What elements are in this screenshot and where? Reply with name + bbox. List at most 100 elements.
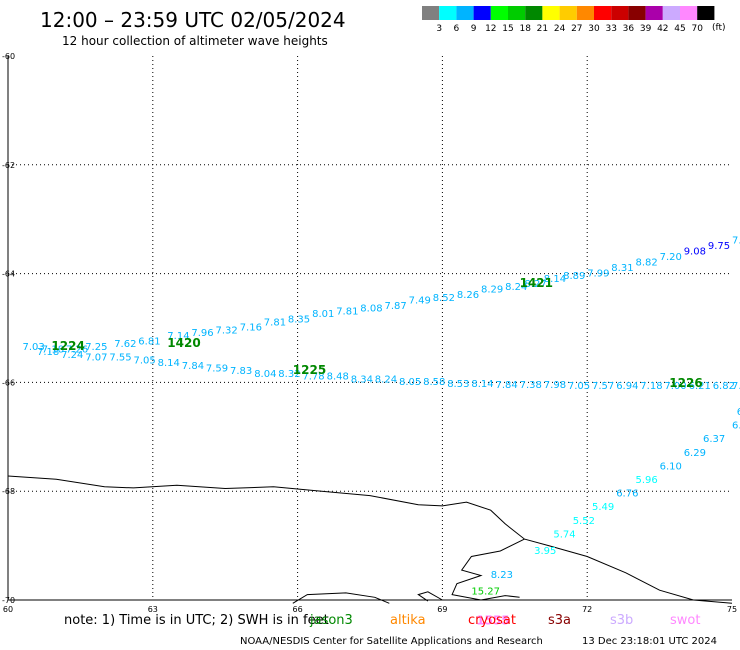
wave-height-value: 5.52	[573, 516, 595, 527]
wave-height-value: 8.08	[360, 304, 382, 315]
legend-label: 24	[554, 24, 566, 34]
wave-height-value: 8.34	[351, 374, 373, 385]
axis-ticks: 60 63 66 69 72 75 -60 -62 -64 -66 -68 -70	[2, 52, 737, 614]
lon-tick-label: 60	[3, 605, 13, 614]
wave-height-value: 8.31	[611, 263, 633, 274]
legend-label: 18	[519, 24, 531, 34]
legend-label: 30	[588, 24, 600, 34]
wave-height-value: 6	[737, 407, 740, 418]
wave-height-value: 7.83	[230, 366, 252, 377]
wave-height-value: 8.29	[481, 285, 503, 296]
legend-unit: (ft)	[712, 23, 726, 33]
legend-swatch	[576, 6, 594, 20]
wave-height-value: 6.76	[616, 489, 638, 500]
legend-swatch	[508, 6, 526, 20]
wave-height-value: 8.01	[312, 309, 334, 320]
wave-height-value: 7.84	[496, 380, 518, 391]
wave-height-value: 15.27	[471, 587, 500, 598]
wave-height-value: 7.99	[587, 268, 609, 279]
map-panel: 60 63 66 69 72 75-60-62-64-66-68-70 7.037.18 7…	[2, 52, 740, 628]
legend-swatch	[559, 6, 577, 20]
wave-height-value: 8.53	[447, 379, 469, 390]
pass-time-label: 1555	[476, 614, 509, 628]
wave-height-value: 7.62	[114, 339, 136, 350]
antarctic-coastline	[7, 475, 733, 604]
satellite-name-s3a: s3a	[548, 613, 571, 628]
lat-tick-label: -68	[2, 487, 15, 496]
wave-height-value: 3.95	[534, 546, 556, 557]
wave-height-value: 8.89	[563, 271, 585, 282]
legend-label: 9	[471, 24, 477, 34]
lon-tick-label: 72	[582, 605, 592, 614]
wave-height-value: 7.26	[66, 345, 88, 356]
wave-height-value: 6.94	[616, 381, 638, 392]
legend-swatch	[473, 6, 491, 20]
legend-label: 6	[454, 24, 460, 34]
satellite-name-s3b: s3b	[610, 613, 633, 628]
satellite-name-cryosat: cryosat	[468, 613, 516, 628]
legend-label: 21	[537, 24, 548, 34]
wave-height-value: 7.00	[664, 381, 686, 392]
wave-height-value: 7.57	[592, 381, 614, 392]
legend-swatch	[697, 6, 715, 20]
wave-height-value: 7.14	[167, 331, 189, 342]
pass-time-label: 1225	[293, 363, 326, 377]
satellite-name-jason3: jason3	[309, 613, 353, 628]
wave-height-value: 7.59	[206, 364, 228, 375]
wave-height-value: 8.82	[636, 257, 658, 268]
wave-height-value: 7.38	[520, 380, 542, 391]
legend-label: 39	[640, 24, 652, 34]
wave-height-value: 8.48	[327, 372, 349, 383]
wave-height-value: 6.29	[684, 448, 706, 459]
legend-swatch	[645, 6, 663, 20]
pass-time-label: 1226	[669, 376, 702, 390]
wave-height-value: 8.04	[254, 369, 276, 380]
legend-swatch	[542, 6, 560, 20]
wave-height-value: 8.14	[471, 379, 493, 390]
pass-time-label: 1421	[520, 276, 553, 290]
coast-arc	[292, 592, 390, 604]
legend-swatch	[662, 6, 680, 20]
wave-height-value: 8.27	[525, 279, 547, 290]
wave-height-value: 6.21	[689, 381, 711, 392]
timestamp-text: 13 Dec 23:18:01 UTC 2024	[582, 636, 717, 647]
lat-tick-label: -70	[2, 596, 15, 605]
wave-height-value: 8.52	[433, 293, 455, 304]
legend-swatch	[490, 6, 508, 20]
wave-height-value: 7.25	[85, 342, 107, 353]
wave-height-value: 8.32	[278, 369, 300, 380]
wave-height-value: 7.81	[264, 317, 286, 328]
wave-height-value: 7.16	[240, 323, 262, 334]
lon-tick-label: 66	[293, 605, 303, 614]
legend-swatch	[611, 6, 629, 20]
wave-height-value: 8.14	[544, 274, 566, 285]
legend-label: 42	[657, 24, 668, 34]
units-note: note: 1) Time is in UTC; 2) SWH is in fe…	[64, 613, 329, 628]
lat-tick-label: -66	[2, 378, 15, 387]
pass-time-label: 1420	[167, 336, 200, 350]
legend-label: 36	[623, 24, 635, 34]
wave-height-value: 8.23	[491, 570, 513, 581]
wave-height-value: 8.24	[505, 282, 527, 293]
wave-height-value: 7.18	[640, 381, 662, 392]
wave-height-value: 7.18	[42, 345, 64, 356]
wave-height-value: 8.35	[288, 315, 310, 326]
legend-swatch	[628, 6, 646, 20]
lat-tick-label: -64	[2, 270, 15, 279]
legend-swatch	[594, 6, 612, 20]
wave-height-value: 9.75	[708, 241, 730, 252]
wave-height-value: 6.81	[138, 336, 160, 347]
legend-label: 12	[485, 24, 496, 34]
observations: 7.037.18 7.267.25 7.62 6.81 7.14 7.96 7.32 7.16…	[23, 236, 740, 598]
legend-label: 33	[605, 24, 616, 34]
graticule	[8, 56, 732, 600]
wave-height-value: 7.55	[109, 353, 131, 364]
wave-height-value: 8.05	[399, 377, 421, 388]
islet-outline	[417, 591, 443, 602]
wave-height-value: 7.32	[216, 325, 238, 336]
wave-height-value: 8.24	[375, 374, 397, 385]
wave-height-value: 7.07	[85, 353, 107, 364]
lat-tick-label: -60	[2, 52, 15, 61]
wave-height-value: 8.26	[457, 290, 479, 301]
